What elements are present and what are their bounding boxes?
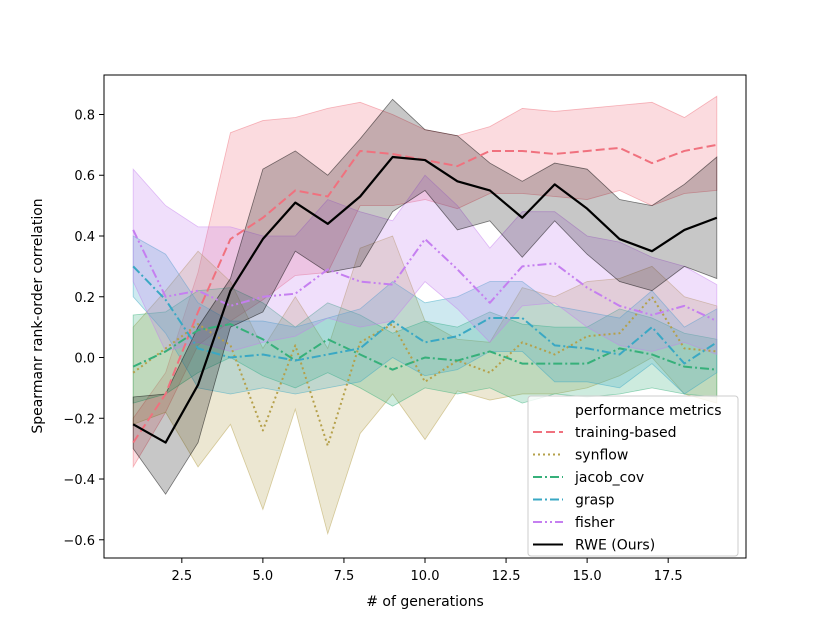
legend-label-jacob-cov: jacob_cov	[574, 470, 644, 486]
x-tick-label: 12.5	[492, 569, 521, 584]
y-tick-label: −0.6	[63, 534, 95, 549]
line-grasp	[132, 265, 718, 365]
legend-box	[527, 395, 739, 557]
y-tick-label: 0.0	[74, 352, 95, 367]
confidence-bands	[132, 95, 718, 536]
x-axis-ticks: 2.5 5.0 7.5 10.0 12.5 15.0 17.5	[171, 558, 683, 584]
legend-label-training-based: training-based	[575, 425, 677, 441]
y-tick-label: 0.4	[74, 230, 95, 245]
x-tick-label: 2.5	[171, 569, 192, 584]
line-jacob-cov	[132, 323, 717, 371]
band-rwe-ours	[132, 98, 718, 495]
y-tick-label: −0.2	[63, 412, 95, 427]
line-synflow	[132, 295, 717, 447]
x-tick-label: 15.0	[573, 569, 602, 584]
y-tick-label: 0.8	[74, 108, 95, 123]
y-axis-label: Spearmanr rank-order correlation	[30, 198, 46, 433]
line-fisher	[132, 229, 718, 322]
legend-title: performance metrics	[575, 403, 722, 419]
series-lines	[132, 143, 718, 447]
x-tick-label: 17.5	[654, 569, 683, 584]
y-tick-label: 0.2	[74, 291, 95, 306]
x-tick-label: 10.0	[411, 569, 440, 584]
line-rwe-ours	[132, 155, 718, 444]
band-grasp	[132, 235, 718, 395]
x-axis-label: # of generations	[366, 594, 484, 610]
y-axis-ticks: −0.6 −0.4 −0.2 0.0 0.2 0.4 0.6 0.8	[63, 108, 104, 549]
y-tick-label: −0.4	[63, 473, 95, 488]
legend-label-fisher: fisher	[575, 515, 615, 531]
legend: performance metrics training-based synflo…	[527, 395, 739, 557]
y-tick-label: 0.6	[74, 169, 95, 184]
x-tick-label: 7.5	[334, 569, 355, 584]
legend-label-rwe-ours: RWE (Ours)	[575, 538, 655, 554]
legend-label-grasp: grasp	[575, 493, 615, 509]
band-fisher	[132, 168, 718, 356]
x-tick-label: 5.0	[253, 569, 274, 584]
legend-label-synflow: synflow	[575, 448, 628, 464]
